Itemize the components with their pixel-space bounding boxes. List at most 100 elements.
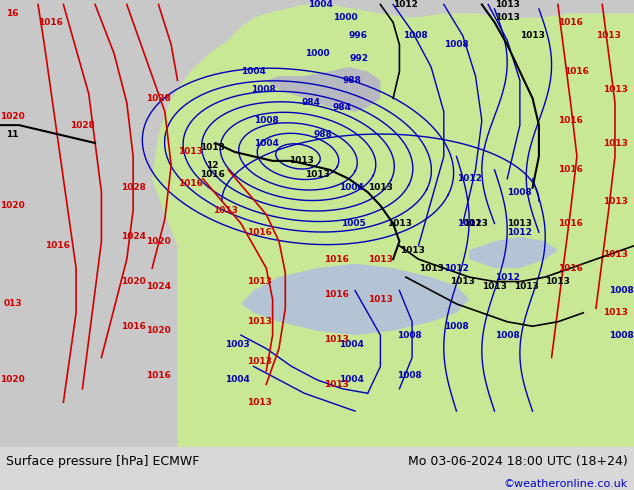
Text: 984: 984 (301, 98, 320, 107)
Text: 1016: 1016 (146, 371, 171, 380)
Text: 1020: 1020 (0, 375, 25, 384)
Text: 1013: 1013 (602, 85, 628, 94)
Text: 1024: 1024 (120, 232, 146, 242)
Text: 1016: 1016 (558, 116, 583, 125)
Polygon shape (152, 4, 634, 447)
Text: Surface pressure [hPa] ECMWF: Surface pressure [hPa] ECMWF (6, 456, 200, 468)
Text: 1004: 1004 (339, 183, 365, 192)
Text: 1008: 1008 (396, 331, 422, 340)
Text: 1013: 1013 (368, 255, 393, 264)
Polygon shape (469, 237, 558, 268)
Text: 1013: 1013 (602, 308, 628, 318)
Text: 1016: 1016 (558, 18, 583, 27)
Text: 1013: 1013 (418, 264, 444, 272)
Text: 1016: 1016 (558, 165, 583, 174)
Text: 1013: 1013 (545, 277, 571, 286)
Text: 1008: 1008 (254, 116, 279, 125)
Text: 1016: 1016 (247, 228, 273, 237)
Text: 1013: 1013 (212, 205, 238, 215)
Text: 1013: 1013 (495, 13, 520, 23)
Text: 1013: 1013 (323, 335, 349, 344)
Text: 1008: 1008 (495, 331, 520, 340)
Text: 1020: 1020 (0, 201, 25, 210)
Text: 1013: 1013 (514, 281, 539, 291)
Text: 1013: 1013 (399, 246, 425, 255)
Text: 1013: 1013 (463, 219, 488, 228)
Text: 1013: 1013 (323, 380, 349, 389)
Text: 1013: 1013 (482, 281, 507, 291)
Polygon shape (241, 264, 469, 335)
Text: 1016: 1016 (200, 170, 225, 179)
Text: 1000: 1000 (305, 49, 329, 58)
Text: 1013: 1013 (596, 31, 621, 40)
Text: 1013: 1013 (200, 143, 225, 152)
Text: 1000: 1000 (333, 13, 358, 23)
Text: 1028: 1028 (70, 121, 95, 130)
Text: 1013: 1013 (288, 156, 314, 166)
Text: 1016: 1016 (323, 255, 349, 264)
Text: 1016: 1016 (38, 18, 63, 27)
Text: 1016: 1016 (558, 264, 583, 272)
Text: 1013: 1013 (247, 277, 273, 286)
Text: 1020: 1020 (0, 112, 25, 121)
Text: ©weatheronline.co.uk: ©weatheronline.co.uk (503, 479, 628, 489)
Text: 988: 988 (314, 129, 333, 139)
Text: 12: 12 (206, 161, 219, 170)
Text: 1013: 1013 (602, 196, 628, 206)
Text: 1028: 1028 (120, 183, 146, 192)
Polygon shape (266, 67, 380, 112)
Text: 1013: 1013 (495, 0, 520, 9)
Text: 1005: 1005 (341, 219, 366, 228)
Text: 1016: 1016 (178, 179, 203, 188)
Text: 1012: 1012 (495, 272, 520, 282)
Text: 984: 984 (333, 103, 352, 112)
Text: 1013: 1013 (368, 183, 393, 192)
Text: 1012: 1012 (456, 174, 482, 183)
Text: 1012: 1012 (444, 264, 469, 272)
Text: 16: 16 (6, 9, 19, 18)
Text: 1016: 1016 (323, 291, 349, 299)
Text: 1004: 1004 (339, 340, 365, 348)
Text: 1013: 1013 (247, 398, 273, 407)
Text: 1012: 1012 (507, 228, 533, 237)
Text: 1028: 1028 (146, 94, 171, 103)
Text: 11: 11 (6, 129, 19, 139)
Text: 1013: 1013 (387, 219, 412, 228)
Text: 1013: 1013 (602, 250, 628, 259)
Text: 1008: 1008 (396, 371, 422, 380)
Text: 1012: 1012 (456, 219, 482, 228)
Text: 1020: 1020 (146, 237, 171, 246)
Text: Mo 03-06-2024 18:00 UTC (18+24): Mo 03-06-2024 18:00 UTC (18+24) (408, 456, 628, 468)
Text: 1004: 1004 (339, 375, 365, 384)
Text: 988: 988 (342, 76, 361, 85)
Text: 992: 992 (350, 53, 369, 63)
Text: 1004: 1004 (254, 139, 279, 147)
Text: 1008: 1008 (403, 31, 428, 40)
Text: 1024: 1024 (146, 281, 171, 291)
Text: 1008: 1008 (444, 40, 469, 49)
Text: 1013: 1013 (368, 295, 393, 304)
Text: 1008: 1008 (250, 85, 276, 94)
Text: 1013: 1013 (520, 31, 545, 40)
Text: 013: 013 (3, 299, 22, 308)
Text: 1008: 1008 (507, 188, 533, 196)
Text: 1016: 1016 (564, 67, 590, 76)
Text: 1008: 1008 (609, 286, 634, 295)
Text: 1016: 1016 (558, 219, 583, 228)
Text: 1013: 1013 (507, 219, 533, 228)
Text: 1013: 1013 (247, 358, 273, 367)
Text: 1013: 1013 (247, 317, 273, 326)
Text: 1016: 1016 (120, 322, 146, 331)
Text: 1004: 1004 (307, 0, 333, 9)
Text: 1020: 1020 (120, 277, 146, 286)
Text: 1013: 1013 (450, 277, 476, 286)
Text: 1012: 1012 (393, 0, 418, 9)
Text: 1003: 1003 (225, 340, 250, 348)
Text: 1016: 1016 (44, 241, 70, 250)
Text: 1013: 1013 (178, 147, 203, 156)
Text: 1013: 1013 (304, 170, 330, 179)
Text: 1008: 1008 (444, 322, 469, 331)
Text: 1020: 1020 (146, 326, 171, 335)
Text: 996: 996 (349, 31, 368, 40)
Text: 1013: 1013 (602, 139, 628, 147)
